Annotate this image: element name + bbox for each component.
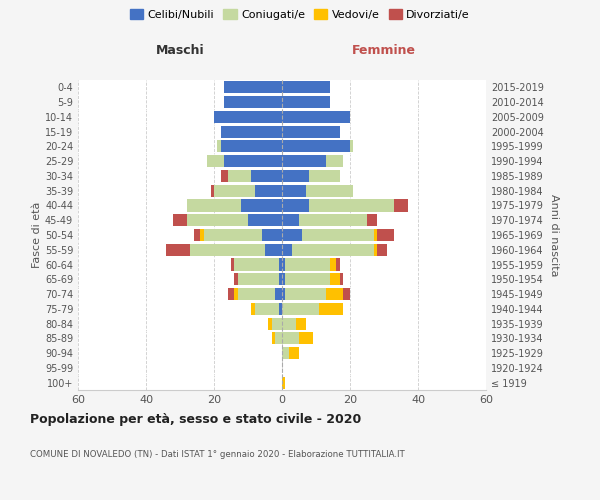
Bar	[374, 244, 377, 256]
Bar	[377, 229, 394, 241]
Bar	[227, 288, 235, 300]
Bar	[329, 273, 340, 285]
Bar	[329, 258, 337, 270]
Bar	[282, 155, 326, 167]
Bar	[173, 214, 187, 226]
Bar	[187, 200, 241, 211]
Bar	[309, 200, 394, 211]
Bar	[275, 288, 282, 300]
Bar	[272, 318, 282, 330]
Bar	[166, 244, 190, 256]
Bar	[282, 258, 286, 270]
Bar	[248, 214, 282, 226]
Bar	[309, 170, 340, 182]
Bar	[194, 229, 200, 241]
Bar	[268, 318, 272, 330]
Bar	[221, 126, 282, 138]
Bar	[282, 229, 302, 241]
Bar	[238, 273, 278, 285]
Bar	[374, 229, 377, 241]
Bar	[190, 244, 265, 256]
Text: Maschi: Maschi	[155, 44, 205, 58]
Text: Femmine: Femmine	[352, 44, 416, 58]
Legend: Celibi/Nubili, Coniugati/e, Vedovi/e, Divorziati/e: Celibi/Nubili, Coniugati/e, Vedovi/e, Di…	[127, 6, 473, 23]
Bar	[286, 258, 329, 270]
Bar	[282, 303, 319, 315]
Bar	[377, 244, 388, 256]
Bar	[282, 214, 299, 226]
Bar	[289, 347, 299, 359]
Bar	[231, 258, 235, 270]
Bar	[262, 229, 282, 241]
Bar	[282, 82, 329, 94]
Bar	[282, 347, 289, 359]
Bar	[200, 229, 204, 241]
Bar	[343, 288, 350, 300]
Bar	[278, 273, 282, 285]
Bar	[224, 82, 282, 94]
Y-axis label: Anni di nascita: Anni di nascita	[549, 194, 559, 276]
Bar	[221, 170, 227, 182]
Bar	[394, 200, 408, 211]
Bar	[299, 332, 313, 344]
Bar	[326, 155, 343, 167]
Bar	[292, 244, 374, 256]
Bar	[187, 214, 248, 226]
Bar	[272, 332, 275, 344]
Bar	[282, 111, 350, 123]
Bar	[302, 229, 374, 241]
Bar	[306, 184, 353, 197]
Bar	[367, 214, 377, 226]
Bar	[337, 258, 340, 270]
Bar	[235, 273, 238, 285]
Bar	[224, 96, 282, 108]
Bar	[282, 170, 309, 182]
Bar	[340, 273, 343, 285]
Bar	[211, 184, 214, 197]
Bar	[204, 229, 262, 241]
Bar	[238, 288, 275, 300]
Bar	[350, 140, 353, 152]
Bar	[241, 200, 282, 211]
Bar	[221, 140, 282, 152]
Bar	[319, 303, 343, 315]
Text: COMUNE DI NOVALEDO (TN) - Dati ISTAT 1° gennaio 2020 - Elaborazione TUTTITALIA.I: COMUNE DI NOVALEDO (TN) - Dati ISTAT 1° …	[30, 450, 405, 459]
Bar	[282, 318, 296, 330]
Bar	[251, 170, 282, 182]
Bar	[278, 258, 282, 270]
Bar	[255, 184, 282, 197]
Bar	[282, 376, 286, 388]
Bar	[326, 288, 343, 300]
Bar	[255, 303, 278, 315]
Bar	[282, 140, 350, 152]
Bar	[251, 303, 255, 315]
Bar	[282, 244, 292, 256]
Bar	[235, 258, 278, 270]
Bar	[282, 96, 329, 108]
Bar	[282, 184, 306, 197]
Bar	[299, 214, 367, 226]
Bar	[227, 170, 251, 182]
Bar	[282, 200, 309, 211]
Bar	[282, 288, 286, 300]
Y-axis label: Fasce di età: Fasce di età	[32, 202, 42, 268]
Bar	[282, 126, 340, 138]
Bar	[224, 155, 282, 167]
Bar	[214, 184, 255, 197]
Bar	[235, 288, 238, 300]
Bar	[282, 332, 299, 344]
Bar	[286, 288, 326, 300]
Bar	[214, 111, 282, 123]
Bar	[217, 140, 221, 152]
Bar	[286, 273, 329, 285]
Text: Popolazione per età, sesso e stato civile - 2020: Popolazione per età, sesso e stato civil…	[30, 412, 361, 426]
Bar	[278, 303, 282, 315]
Bar	[296, 318, 306, 330]
Bar	[265, 244, 282, 256]
Bar	[207, 155, 224, 167]
Bar	[275, 332, 282, 344]
Bar	[282, 273, 286, 285]
